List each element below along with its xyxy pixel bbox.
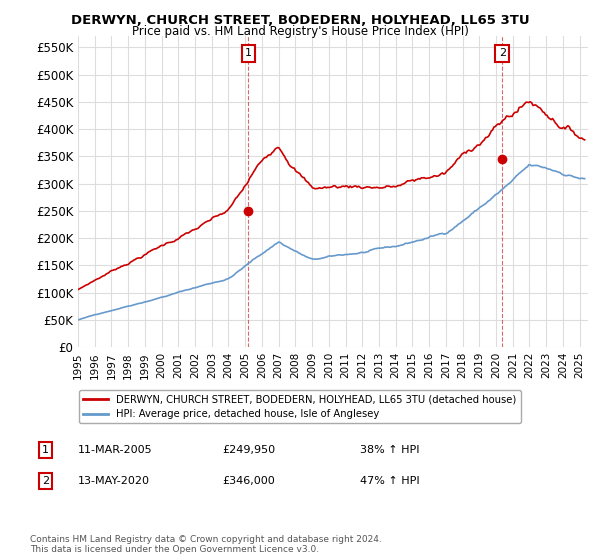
Text: 11-MAR-2005: 11-MAR-2005 (78, 445, 152, 455)
Text: Price paid vs. HM Land Registry's House Price Index (HPI): Price paid vs. HM Land Registry's House … (131, 25, 469, 38)
Text: 1: 1 (245, 48, 252, 58)
Text: £346,000: £346,000 (222, 476, 275, 486)
Text: 2: 2 (42, 476, 49, 486)
Legend: DERWYN, CHURCH STREET, BODEDERN, HOLYHEAD, LL65 3TU (detached house), HPI: Avera: DERWYN, CHURCH STREET, BODEDERN, HOLYHEA… (79, 390, 521, 423)
Text: 1: 1 (42, 445, 49, 455)
Text: 2: 2 (499, 48, 506, 58)
Text: This data is licensed under the Open Government Licence v3.0.: This data is licensed under the Open Gov… (30, 545, 319, 554)
Text: Contains HM Land Registry data © Crown copyright and database right 2024.: Contains HM Land Registry data © Crown c… (30, 535, 382, 544)
Text: DERWYN, CHURCH STREET, BODEDERN, HOLYHEAD, LL65 3TU: DERWYN, CHURCH STREET, BODEDERN, HOLYHEA… (71, 14, 529, 27)
Text: 38% ↑ HPI: 38% ↑ HPI (360, 445, 419, 455)
Text: 47% ↑ HPI: 47% ↑ HPI (360, 476, 419, 486)
Text: 13-MAY-2020: 13-MAY-2020 (78, 476, 150, 486)
Text: £249,950: £249,950 (222, 445, 275, 455)
